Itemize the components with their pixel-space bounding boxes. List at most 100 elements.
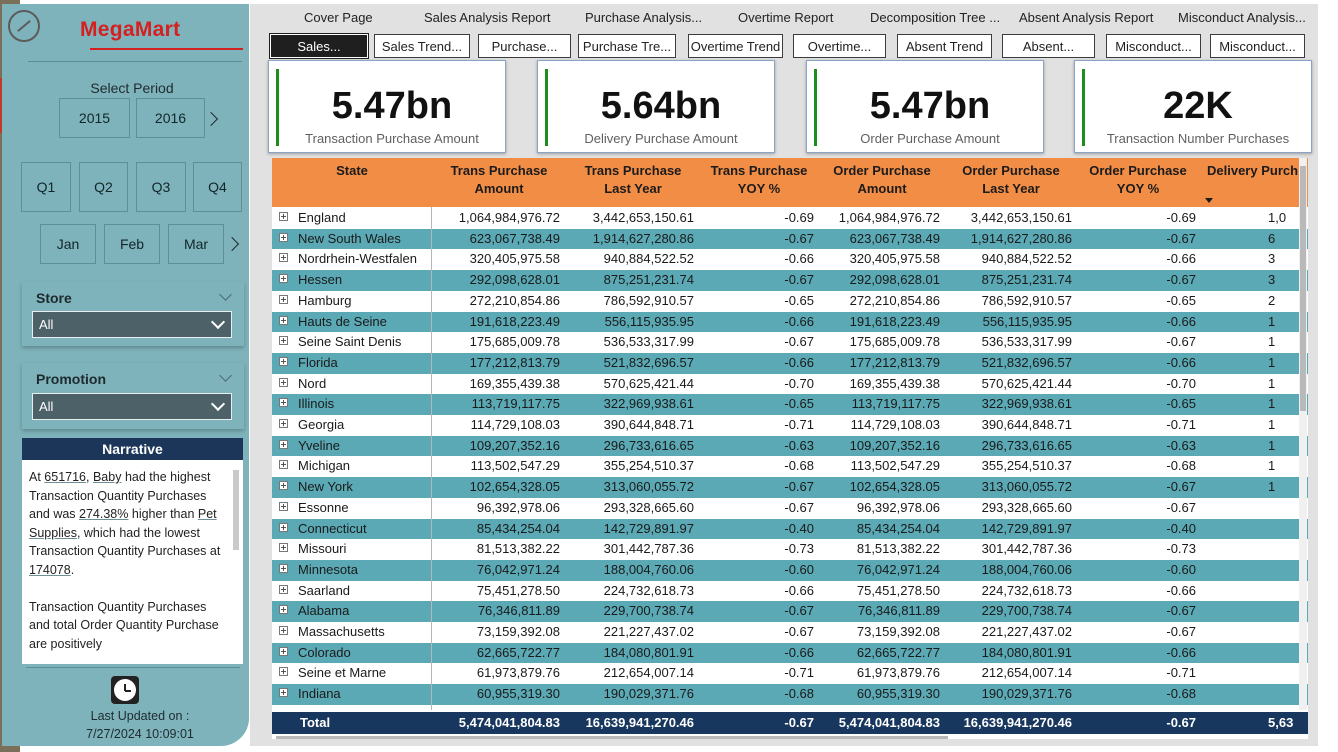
table-cell: 3 bbox=[1268, 272, 1276, 288]
table-row[interactable]: Connecticut 85,434,254.04 142,729,891.97 -0… bbox=[272, 518, 1308, 540]
table-row[interactable]: Seine Saint Denis 175,685,009.78 536,533,3… bbox=[272, 332, 1308, 353]
expand-plus-icon[interactable] bbox=[279, 522, 288, 532]
table-cell: 75,451,278.50 bbox=[476, 582, 560, 598]
nav-decomposition-tree[interactable]: Decomposition Tree ... bbox=[870, 10, 1001, 25]
subtab-absent[interactable]: Absent... bbox=[1002, 34, 1095, 58]
expand-plus-icon[interactable] bbox=[279, 232, 288, 242]
store-dropdown[interactable]: All bbox=[32, 311, 232, 338]
month-jan-button[interactable]: Jan bbox=[40, 224, 96, 264]
col-header-trans-yoy[interactable]: Trans Purchase YOY % bbox=[710, 163, 808, 196]
col-header-order-amount[interactable]: Order Purchase Amount bbox=[833, 163, 931, 196]
subtab-overtime-trend[interactable]: Overtime Trend bbox=[688, 34, 783, 58]
expand-plus-icon[interactable] bbox=[279, 646, 288, 656]
subtab-absent-trend[interactable]: Absent Trend bbox=[897, 34, 992, 58]
subtab-purchase[interactable]: Purchase... bbox=[478, 34, 571, 58]
table-row[interactable]: Essonne 96,392,978.06 293,328,665.60 -0.67 9… bbox=[272, 498, 1308, 519]
table-row[interactable]: Seine et Marne 61,973,879.76 212,654,007.1… bbox=[272, 663, 1308, 684]
table-row[interactable]: Nord 169,355,439.38 570,625,421.44 -0.70 169… bbox=[272, 374, 1308, 395]
table-row[interactable]: New York 102,654,328.05 313,060,055.72 -0.6… bbox=[272, 477, 1308, 498]
expand-plus-icon[interactable] bbox=[279, 543, 288, 553]
expand-plus-icon[interactable] bbox=[279, 398, 288, 408]
expand-plus-icon[interactable] bbox=[279, 419, 288, 428]
table-cell: -0.65 bbox=[1166, 396, 1196, 412]
table-cell: 61,973,879.76 bbox=[476, 665, 560, 681]
scroll-thumb[interactable] bbox=[1300, 166, 1306, 411]
table-row[interactable]: Colorado 62,665,722.77 184,080,801.91 -0.66… bbox=[272, 642, 1308, 664]
table-row[interactable]: England 1,064,984,976.72 3,442,653,150.61 -… bbox=[272, 208, 1308, 229]
table-row[interactable]: Georgia 114,729,108.03 390,644,848.71 -0.71… bbox=[272, 415, 1308, 436]
table-row[interactable]: Illinois 113,719,117.75 322,969,938.61 -0.6… bbox=[272, 394, 1308, 415]
table-row[interactable]: Indiana 60,955,319.30 190,029,371.76 -0.68 6… bbox=[272, 684, 1308, 705]
promotion-collapse-icon[interactable] bbox=[219, 369, 232, 382]
quarter-q1-button[interactable]: Q1 bbox=[21, 162, 71, 212]
promotion-dropdown[interactable]: All bbox=[32, 393, 232, 420]
subtab-sales-trend[interactable]: Sales Trend... bbox=[374, 34, 470, 58]
expand-plus-icon[interactable] bbox=[279, 584, 288, 594]
subtab-misconduct-1[interactable]: Misconduct... bbox=[1106, 34, 1201, 58]
table-row[interactable]: Missouri 81,513,382.22 301,442,787.36 -0.73… bbox=[272, 539, 1308, 560]
table-row[interactable]: Hauts de Seine 191,618,223.49 556,115,935.… bbox=[272, 311, 1308, 333]
col-header-order-last-year[interactable]: Order Purchase Last Year bbox=[962, 163, 1060, 196]
quarter-q3-button[interactable]: Q3 bbox=[136, 162, 186, 212]
table-vertical-scrollbar[interactable] bbox=[1299, 158, 1307, 710]
expand-plus-icon[interactable] bbox=[279, 501, 288, 511]
subtab-overtime[interactable]: Overtime... bbox=[793, 34, 886, 58]
table-row[interactable]: Massachusetts 73,159,392.08 221,227,437.02… bbox=[272, 622, 1308, 643]
quarter-q4-button[interactable]: Q4 bbox=[193, 162, 242, 212]
year-2015-button[interactable]: 2015 bbox=[59, 98, 130, 138]
store-collapse-icon[interactable] bbox=[219, 288, 232, 301]
expand-plus-icon[interactable] bbox=[279, 377, 288, 387]
col-header-trans-last-year[interactable]: Trans Purchase Last Year bbox=[584, 163, 682, 196]
expand-plus-icon[interactable] bbox=[279, 460, 288, 470]
nav-cover-page[interactable]: Cover Page bbox=[304, 10, 373, 25]
expand-plus-icon[interactable] bbox=[279, 253, 288, 263]
table-row[interactable]: New South Wales 623,067,738.49 1,914,627,2… bbox=[272, 228, 1308, 250]
expand-plus-icon[interactable] bbox=[279, 336, 288, 346]
expand-plus-icon[interactable] bbox=[279, 212, 288, 221]
month-mar-button[interactable]: Mar bbox=[168, 224, 224, 264]
col-header-trans-amount[interactable]: Trans Purchase Amount bbox=[450, 163, 548, 196]
table-row[interactable]: Michigan 113,502,547.29 355,254,510.37 -0.6… bbox=[272, 456, 1308, 477]
subtab-purchase-trend[interactable]: Purchase Tre... bbox=[578, 34, 676, 58]
table-row[interactable]: Hessen 292,098,628.01 875,251,231.74 -0.67 2… bbox=[272, 270, 1308, 291]
table-horizontal-scrollbar[interactable] bbox=[276, 736, 948, 739]
col-header-delivery[interactable]: Delivery Purch bbox=[1207, 163, 1299, 178]
month-next-chevron-icon[interactable] bbox=[224, 236, 240, 252]
expand-plus-icon[interactable] bbox=[279, 626, 288, 635]
expand-plus-icon[interactable] bbox=[279, 315, 288, 325]
expand-plus-icon[interactable] bbox=[279, 481, 288, 491]
expand-plus-icon[interactable] bbox=[279, 274, 288, 284]
expand-plus-icon[interactable] bbox=[279, 688, 288, 698]
quarter-q2-button[interactable]: Q2 bbox=[79, 162, 128, 212]
expand-plus-icon[interactable] bbox=[279, 605, 288, 615]
year-next-chevron-icon[interactable] bbox=[203, 111, 219, 127]
expand-plus-icon[interactable] bbox=[279, 667, 288, 677]
table-row[interactable]: Yveline 109,207,352.16 296,733,616.65 -0.63… bbox=[272, 435, 1308, 457]
expand-plus-icon[interactable] bbox=[279, 439, 288, 449]
month-feb-button[interactable]: Feb bbox=[104, 224, 160, 264]
nav-sales-analysis-report[interactable]: Sales Analysis Report bbox=[424, 10, 551, 25]
col-header-state[interactable]: State bbox=[336, 163, 368, 178]
nav-purchase-analysis[interactable]: Purchase Analysis... bbox=[585, 10, 703, 25]
subtab-sales[interactable]: Sales... bbox=[269, 33, 369, 59]
table-cell: 3 bbox=[1268, 251, 1276, 267]
expand-plus-icon[interactable] bbox=[279, 563, 288, 573]
year-2016-button[interactable]: 2016 bbox=[136, 98, 205, 138]
subtab-misconduct-2[interactable]: Misconduct... bbox=[1210, 34, 1305, 58]
col-header-order-yoy[interactable]: Order Purchase YOY % bbox=[1089, 163, 1187, 196]
table-row[interactable]: Nordrhein-Westfalen 320,405,975.58 940,884… bbox=[272, 249, 1308, 270]
table-row[interactable]: Florida 177,212,813.79 521,832,696.57 -0.66… bbox=[272, 352, 1308, 374]
table-cell: 169,355,439.38 bbox=[469, 375, 560, 391]
table-row[interactable]: Alabama 76,346,811.89 229,700,738.74 -0.67 7… bbox=[272, 601, 1308, 622]
table-row[interactable]: Saarland 75,451,278.50 224,732,618.73 -0.66… bbox=[272, 581, 1308, 602]
back-icon[interactable] bbox=[8, 10, 40, 42]
nav-misconduct-analysis[interactable]: Misconduct Analysis... bbox=[1178, 10, 1306, 25]
nav-overtime-report[interactable]: Overtime Report bbox=[738, 10, 834, 25]
nav-absent-analysis-report[interactable]: Absent Analysis Report bbox=[1019, 10, 1154, 25]
sort-desc-icon[interactable] bbox=[1205, 198, 1213, 203]
expand-plus-icon[interactable] bbox=[279, 356, 288, 366]
table-row[interactable]: Hamburg 272,210,854.86 786,592,910.57 -0.65… bbox=[272, 291, 1308, 312]
narrative-scrollbar[interactable] bbox=[233, 470, 239, 550]
table-row[interactable]: Minnesota 76,042,971.24 188,004,760.06 -0.6… bbox=[272, 559, 1308, 581]
expand-plus-icon[interactable] bbox=[279, 294, 288, 304]
